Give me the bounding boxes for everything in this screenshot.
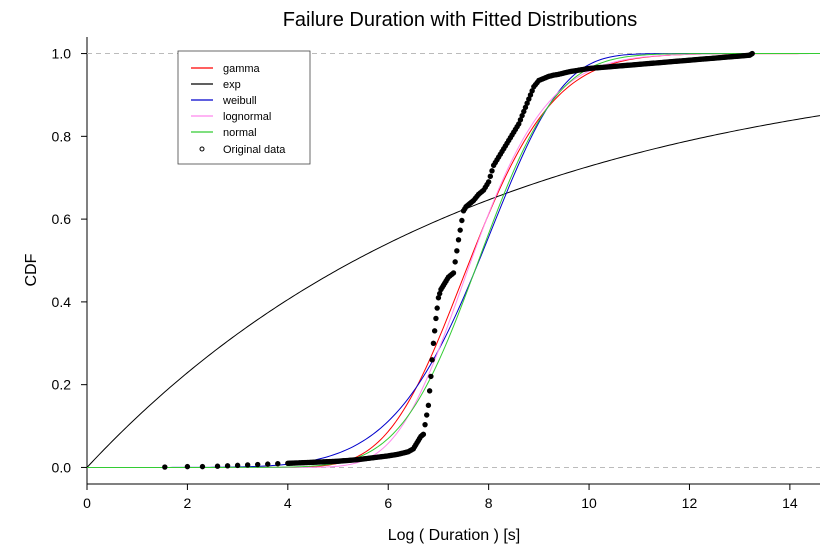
data-point-132 (459, 217, 465, 224)
data-point-9 (275, 461, 281, 467)
data-point-115 (434, 305, 440, 311)
data-point-110 (428, 373, 434, 380)
x-tick-label-6: 12 (682, 495, 698, 511)
data-point-128 (452, 259, 458, 265)
data-point-7 (255, 461, 261, 468)
data-point-105 (420, 431, 427, 438)
legend-box (177, 50, 311, 165)
x-tick-label-5: 10 (581, 495, 597, 511)
x-tick-label-1: 2 (184, 495, 192, 511)
data-point-8 (265, 461, 271, 467)
data-point-1 (184, 463, 191, 470)
data-point-3 (214, 463, 221, 469)
data-point-2 (199, 463, 206, 470)
y-axis-label: CDF (23, 253, 40, 286)
x-tick-label-7: 14 (782, 495, 798, 511)
y-tick-label-0: 0.0 (52, 459, 72, 475)
data-point-114 (433, 315, 439, 322)
series-normal-curve (87, 53, 820, 468)
data-point-113 (431, 328, 438, 334)
data-point-108 (425, 402, 432, 409)
legend-label-weibull: weibull (222, 95, 257, 107)
legend: gamma exp weibull lognormal normal Original d… (177, 50, 311, 165)
data-point-5 (234, 462, 241, 469)
legend-swatch-original-data (199, 146, 205, 152)
original-data-points (162, 50, 755, 470)
data-point-111 (429, 357, 435, 363)
y-tick-label-5: 1.0 (52, 46, 72, 62)
legend-label-original-data: Original data (223, 144, 286, 156)
data-point-6 (244, 462, 251, 468)
x-tick-label-2: 4 (284, 495, 292, 511)
plot-area: 0 2 4 6 8 10 12 14 0.0 0.2 0.4 0.6 0.8 1.0 (52, 37, 820, 511)
legend-label-lognormal: lognormal (223, 111, 271, 123)
data-point-129 (454, 248, 460, 254)
y-tick-label-2: 0.4 (52, 294, 72, 310)
x-tick-label-3: 6 (384, 495, 392, 511)
data-point-107 (424, 412, 430, 418)
data-point-130 (455, 237, 462, 243)
legend-label-gamma: gamma (223, 63, 261, 75)
data-point-109 (426, 388, 433, 394)
data-point-150 (485, 179, 492, 185)
data-point-324 (749, 50, 755, 57)
y-tick-label-4: 0.8 (52, 128, 72, 144)
legend-label-normal: normal (223, 127, 257, 139)
data-point-106 (422, 421, 428, 428)
x-tick-label-0: 0 (83, 495, 91, 511)
y-tick-label-1: 0.2 (52, 377, 72, 393)
chart-title: Failure Duration with Fitted Distributio… (283, 9, 638, 31)
data-point-131 (457, 227, 463, 233)
data-point-151 (487, 173, 494, 180)
data-point-0 (162, 464, 168, 470)
data-point-112 (430, 340, 437, 346)
legend-label-exp: exp (223, 79, 241, 91)
series-exp-curve (86, 115, 820, 468)
y-tick-label-3: 0.6 (52, 211, 72, 227)
x-tick-label-4: 8 (485, 495, 493, 511)
x-axis-label: Log ( Duration ) [s] (388, 527, 521, 544)
data-point-152 (489, 168, 495, 174)
data-point-4 (224, 463, 231, 469)
data-point-127 (450, 270, 457, 276)
